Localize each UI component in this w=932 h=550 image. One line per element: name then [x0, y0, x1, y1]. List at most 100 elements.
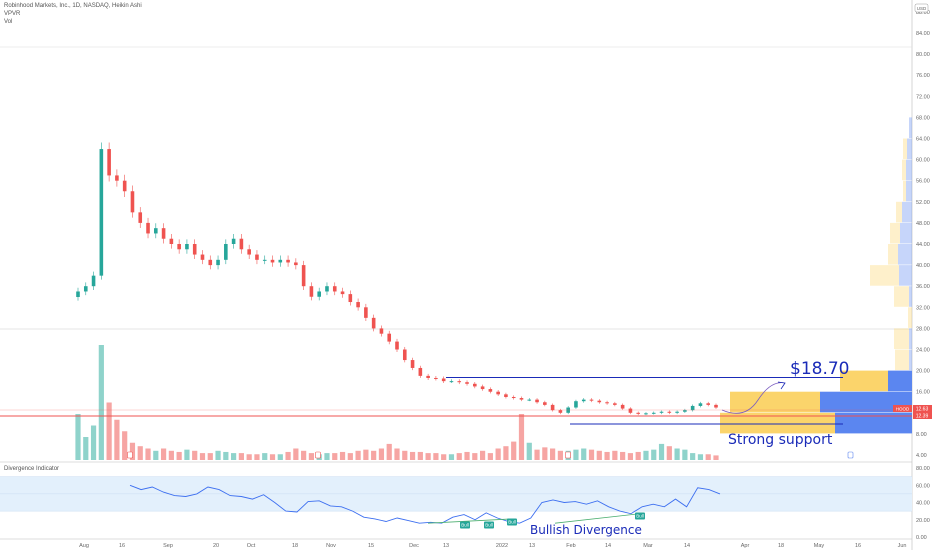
price-tick: 40.00 [916, 263, 930, 269]
volume-bar [106, 402, 112, 460]
vpvr-down-bar [909, 286, 912, 307]
time-axis[interactable]: Aug 16 Sep 20 Oct 18 Nov 15 Dec 13 2022 13 Feb 14 Mar 1… [79, 543, 906, 549]
time-tick: 16 [855, 543, 861, 549]
volume-bar [176, 451, 182, 460]
price-tick: 4.00 [916, 453, 927, 459]
price-tick: 16.00 [916, 390, 930, 396]
volume-bar [456, 453, 462, 460]
volume-legend[interactable]: Vol [4, 19, 13, 25]
volume-bar [627, 453, 634, 460]
candle-body [496, 391, 500, 395]
time-tick: 16 [119, 543, 125, 549]
vpvr-legend[interactable]: VPVR [4, 11, 21, 17]
candle-body [83, 286, 88, 292]
volume-bar [339, 451, 346, 460]
candle-body [99, 149, 104, 276]
volume-bar [674, 448, 680, 460]
candle-body [239, 238, 244, 250]
candle-body [690, 405, 695, 411]
candle-body [122, 180, 127, 192]
candle-body [371, 317, 376, 329]
candle-body [706, 403, 711, 405]
earnings-icon [127, 451, 133, 459]
volume-bar [262, 453, 268, 460]
volume-bar [246, 454, 252, 460]
volume-bar [98, 345, 104, 460]
divergence-indicator-legend[interactable]: Divergence Indicator [4, 466, 60, 472]
time-tick: May [814, 543, 825, 549]
price-tick: 20.00 [916, 369, 930, 375]
volume-bar [308, 453, 315, 460]
candle-body [480, 386, 485, 390]
volume-bar [386, 443, 392, 460]
vpvr-up-bar [894, 328, 909, 349]
price-tick: 88.00 [916, 10, 930, 16]
price-axis[interactable]: 88.00 84.00 80.00 76.00 72.00 68.00 64.00 60.00… [916, 10, 930, 459]
price-tick: 24.00 [916, 348, 930, 354]
volume-bar [526, 442, 532, 460]
volume-bar [705, 454, 711, 460]
candle-body [698, 403, 703, 406]
bull-signal-label: Bull [508, 520, 516, 525]
candle-body [519, 398, 524, 400]
volume-bar [145, 448, 151, 460]
candle-body [511, 396, 516, 399]
vpvr-down-bar [909, 328, 912, 349]
candle-body [255, 254, 259, 260]
volume-bar [550, 448, 556, 460]
bull-signal-label: Bull [636, 514, 644, 519]
volume-bar [355, 450, 361, 460]
vpvr-down-bar [888, 370, 912, 392]
symbol-title[interactable]: Robinhood Markets, Inc., 1D, NASDAQ, Hei… [4, 3, 142, 9]
volume-bar [534, 449, 540, 460]
volume-bar [448, 454, 455, 460]
oscillator-tick: 40.00 [916, 501, 930, 507]
volume-bar [495, 448, 501, 460]
volume-bar [666, 446, 672, 460]
projection-arrow [721, 382, 786, 414]
candle-body [76, 291, 80, 298]
volume-bar [518, 414, 525, 460]
volume-bar [511, 441, 517, 460]
candle-body [247, 249, 251, 255]
volume-bar [363, 449, 369, 460]
time-tick: 15 [368, 543, 374, 549]
vpvr-down-bar [907, 138, 912, 160]
grid [0, 0, 913, 550]
bull-signal-label: Bull [485, 523, 493, 528]
volume-bar [324, 453, 330, 460]
candle-body [402, 349, 407, 361]
volume-bar [690, 453, 696, 460]
time-tick: 14 [605, 543, 611, 549]
drawings[interactable] [0, 376, 912, 425]
volume-bar [402, 450, 408, 460]
candle-body [589, 399, 594, 401]
candle-body [216, 259, 220, 266]
volume-bar [160, 448, 167, 460]
candle-body [527, 399, 532, 401]
volume-bar [581, 448, 587, 460]
volume-bar [417, 451, 423, 460]
price-tick: 44.00 [916, 242, 930, 248]
support-label: Strong support [728, 432, 833, 448]
volume-bar [682, 449, 688, 460]
vpvr-up-bar [890, 222, 900, 244]
price-tick: 36.00 [916, 284, 930, 290]
candle-body [581, 399, 586, 402]
price-tick: 80.00 [916, 52, 930, 58]
candle-body [115, 175, 119, 181]
volume-bar [285, 451, 291, 460]
volume-bar [215, 450, 221, 460]
candle-body [550, 404, 555, 411]
candle-body [309, 286, 314, 297]
currency-button[interactable]: USD [914, 3, 929, 13]
time-tick: 13 [529, 543, 535, 549]
hood-price-tag: HOOD 12.63 12.39 [893, 405, 932, 420]
time-tick: 2022 [496, 543, 508, 549]
candle-body [636, 412, 640, 414]
candle-body [169, 238, 174, 244]
arrow-head-icon [777, 381, 786, 390]
volume-bar [122, 431, 128, 460]
volume-bar [231, 453, 237, 460]
